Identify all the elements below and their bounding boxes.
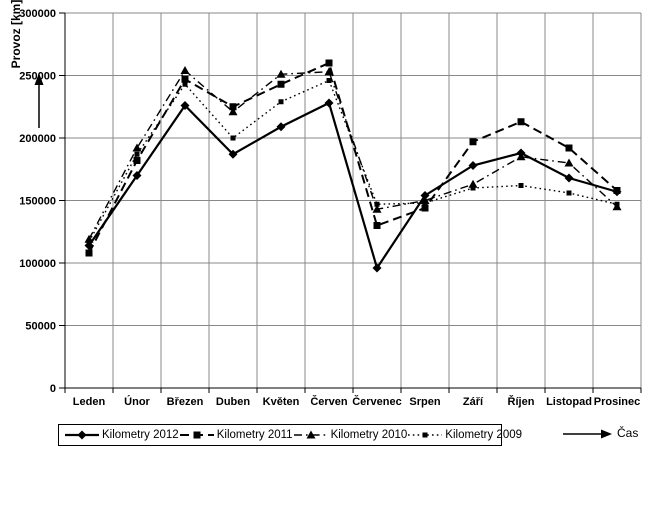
x-tick-label: Červen: [310, 395, 348, 408]
diamond-marker: [132, 171, 142, 180]
y-tick-label: 150000: [19, 196, 56, 208]
small-square-marker: [566, 190, 572, 196]
y-axis-title: Provoz [km]: [9, 0, 23, 69]
square-marker: [325, 59, 333, 67]
line-chart-svg: 0 50000 100000 150000 200000 250000 300000 Lede…: [19, 8, 642, 408]
triangle-marker: [276, 69, 286, 78]
triangle-marker: [564, 158, 574, 167]
diamond-marker: [564, 173, 574, 183]
legend-line-sample: [65, 430, 99, 440]
small-square-marker: [86, 239, 92, 245]
small-square-marker: [182, 81, 188, 87]
square-marker: [181, 75, 189, 83]
small-square-marker: [518, 183, 524, 188]
y-tick-label: 250000: [19, 71, 56, 83]
legend-label: Kilometry 2009: [445, 429, 523, 441]
legend-item-kilometry-2010: Kilometry 2010: [293, 429, 408, 441]
square-marker: [229, 103, 237, 111]
legend-item-kilometry-2011: Kilometry 2011: [179, 429, 293, 441]
series-line: [88, 61, 618, 254]
square-marker: [277, 80, 285, 88]
triangle-marker: [324, 67, 334, 76]
y-tick-label: 100000: [19, 258, 56, 270]
legend-label: Kilometry 2010: [330, 429, 408, 441]
small-square-marker: [278, 99, 284, 105]
x-tick-label: Říjen: [508, 395, 535, 408]
x-tick-label: Prosinec: [594, 396, 640, 408]
x-tick-label: Červenec: [352, 395, 402, 408]
diamond-marker: [77, 430, 87, 440]
triangle-marker: [132, 143, 142, 152]
y-axis-up-arrow-icon: [34, 73, 44, 128]
legend-line-sample: [179, 431, 214, 439]
y-tick-label: 0: [50, 383, 56, 395]
square-marker: [133, 157, 141, 164]
diamond-marker: [372, 263, 382, 273]
series-kilometry-2011: [85, 59, 621, 257]
small-square-marker: [422, 200, 428, 206]
triangle-marker: [372, 204, 382, 213]
small-square-marker: [134, 151, 140, 157]
square-marker: [613, 187, 621, 194]
square-marker: [517, 118, 525, 126]
triangle-marker: [516, 152, 526, 161]
square-marker: [85, 249, 93, 257]
y-tick-label: 300000: [19, 8, 56, 20]
legend-box: Kilometry 2012 Kilometry 2011 Kilometry 20…: [58, 424, 522, 446]
diamond-marker: [228, 149, 238, 159]
small-square-marker: [422, 432, 428, 438]
triangle-marker: [306, 430, 316, 439]
triangle-marker: [180, 66, 190, 74]
small-square-marker: [374, 201, 380, 207]
x-tick-label: Srpen: [409, 396, 440, 408]
small-square-marker: [614, 201, 620, 207]
diamond-marker: [324, 98, 334, 108]
diamond-marker: [276, 122, 286, 132]
x-tick-label: Květen: [263, 396, 300, 408]
legend-line-sample: [293, 430, 328, 439]
legend-item-kilometry-2009: Kilometry 2009: [407, 429, 522, 441]
series-line: [88, 69, 618, 240]
square-marker: [373, 222, 381, 229]
diamond-marker: [180, 101, 190, 110]
y-tick-label: 50000: [25, 321, 56, 333]
x-tick-label: Březen: [167, 396, 204, 408]
x-tick-label: Únor: [124, 395, 150, 408]
diamond-marker: [468, 161, 478, 170]
diamond-marker: [420, 191, 430, 200]
legend-label: Kilometry 2011: [216, 429, 293, 441]
small-square-marker: [470, 185, 476, 191]
x-tick-label: Duben: [216, 396, 251, 408]
small-square-marker: [326, 78, 332, 83]
square-marker: [565, 144, 573, 152]
square-marker: [421, 204, 429, 212]
square-marker: [193, 431, 201, 439]
y-tick-label: 200000: [19, 133, 56, 145]
x-tick-label: Září: [463, 396, 484, 408]
small-square-marker: [230, 135, 236, 141]
square-marker: [469, 138, 477, 146]
x-axis-right-arrow-icon: [563, 429, 612, 439]
x-tick-label: Leden: [73, 396, 106, 408]
legend-item-kilometry-2012: Kilometry 2012: [64, 429, 179, 441]
x-tick-label: Listopad: [546, 396, 592, 408]
legend-label: Kilometry 2012: [102, 429, 179, 441]
triangle-marker: [228, 107, 238, 116]
legend-line-sample: [408, 432, 443, 438]
series-kilometry-2009: [86, 78, 620, 245]
x-axis-title: Čas: [617, 426, 639, 440]
